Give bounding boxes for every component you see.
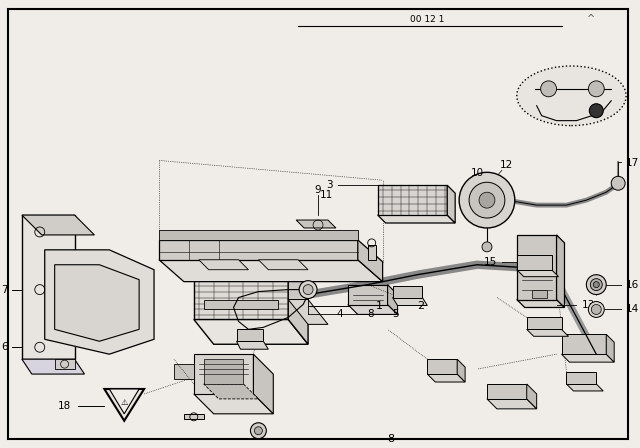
Polygon shape (45, 250, 154, 354)
Text: 6: 6 (1, 342, 8, 352)
Polygon shape (194, 394, 273, 414)
Text: 7: 7 (1, 284, 8, 295)
Polygon shape (253, 354, 273, 414)
Polygon shape (378, 185, 447, 215)
Polygon shape (516, 235, 557, 300)
Text: 13: 13 (581, 300, 595, 310)
Text: 15: 15 (484, 257, 497, 267)
Text: 9: 9 (315, 185, 321, 195)
Polygon shape (288, 265, 308, 344)
Polygon shape (348, 305, 397, 314)
Polygon shape (516, 255, 552, 270)
Polygon shape (109, 389, 139, 414)
Circle shape (611, 177, 625, 190)
Polygon shape (561, 354, 614, 362)
Text: 1: 1 (376, 302, 383, 311)
Polygon shape (457, 359, 465, 382)
Polygon shape (527, 329, 568, 336)
Polygon shape (204, 359, 243, 384)
Circle shape (589, 104, 604, 118)
Circle shape (299, 280, 317, 298)
Polygon shape (487, 399, 537, 409)
Polygon shape (259, 260, 308, 270)
Text: 8: 8 (368, 310, 374, 319)
Text: 12: 12 (500, 160, 513, 170)
Polygon shape (606, 334, 614, 362)
Polygon shape (378, 215, 455, 223)
Polygon shape (561, 334, 606, 354)
Polygon shape (288, 300, 328, 324)
Polygon shape (22, 359, 84, 374)
Polygon shape (487, 384, 527, 399)
Polygon shape (54, 359, 74, 369)
Polygon shape (516, 300, 564, 307)
Polygon shape (527, 384, 537, 409)
Polygon shape (159, 260, 383, 282)
Polygon shape (54, 265, 139, 341)
Circle shape (479, 192, 495, 208)
Circle shape (588, 81, 604, 97)
Polygon shape (194, 265, 288, 319)
Text: 5: 5 (392, 310, 399, 319)
Polygon shape (199, 260, 248, 270)
Circle shape (482, 242, 492, 252)
Polygon shape (392, 297, 428, 306)
Polygon shape (428, 374, 465, 382)
Polygon shape (566, 384, 604, 391)
Polygon shape (392, 286, 422, 297)
Polygon shape (428, 359, 457, 374)
Polygon shape (358, 240, 383, 282)
Polygon shape (104, 389, 144, 421)
Ellipse shape (516, 66, 626, 125)
Text: 10: 10 (470, 168, 484, 178)
Text: 14: 14 (626, 305, 639, 314)
Polygon shape (516, 270, 559, 277)
Polygon shape (237, 341, 268, 349)
Polygon shape (159, 230, 358, 240)
Text: 17: 17 (626, 159, 639, 168)
Polygon shape (296, 220, 336, 228)
Polygon shape (174, 364, 194, 379)
Text: 8: 8 (388, 434, 395, 444)
Polygon shape (204, 300, 278, 310)
Text: 4: 4 (336, 310, 343, 319)
Polygon shape (348, 284, 388, 305)
Circle shape (586, 275, 606, 295)
Text: 3: 3 (326, 180, 333, 190)
Polygon shape (204, 384, 259, 399)
Circle shape (588, 302, 604, 318)
Text: 2: 2 (417, 302, 424, 311)
Circle shape (250, 423, 266, 439)
Text: 18: 18 (58, 401, 72, 411)
Polygon shape (527, 318, 561, 329)
Polygon shape (447, 185, 455, 223)
Text: 00 12 1: 00 12 1 (410, 15, 445, 24)
Circle shape (590, 279, 602, 291)
Circle shape (469, 182, 505, 218)
Polygon shape (184, 414, 204, 419)
Text: ⚠: ⚠ (120, 398, 128, 407)
Polygon shape (557, 235, 564, 307)
Polygon shape (388, 284, 397, 314)
Circle shape (591, 305, 601, 314)
Polygon shape (566, 372, 596, 384)
Polygon shape (237, 329, 264, 341)
Polygon shape (532, 289, 547, 297)
Text: 11: 11 (320, 190, 333, 200)
Polygon shape (159, 240, 358, 260)
Circle shape (255, 427, 262, 435)
Polygon shape (22, 215, 74, 359)
Polygon shape (194, 319, 308, 344)
Text: 16: 16 (626, 280, 639, 289)
Circle shape (459, 172, 515, 228)
Circle shape (541, 81, 557, 97)
Polygon shape (22, 215, 95, 235)
Polygon shape (194, 354, 253, 394)
Circle shape (303, 284, 313, 295)
Text: ^: ^ (588, 14, 595, 24)
Polygon shape (368, 245, 376, 260)
Circle shape (593, 282, 599, 288)
